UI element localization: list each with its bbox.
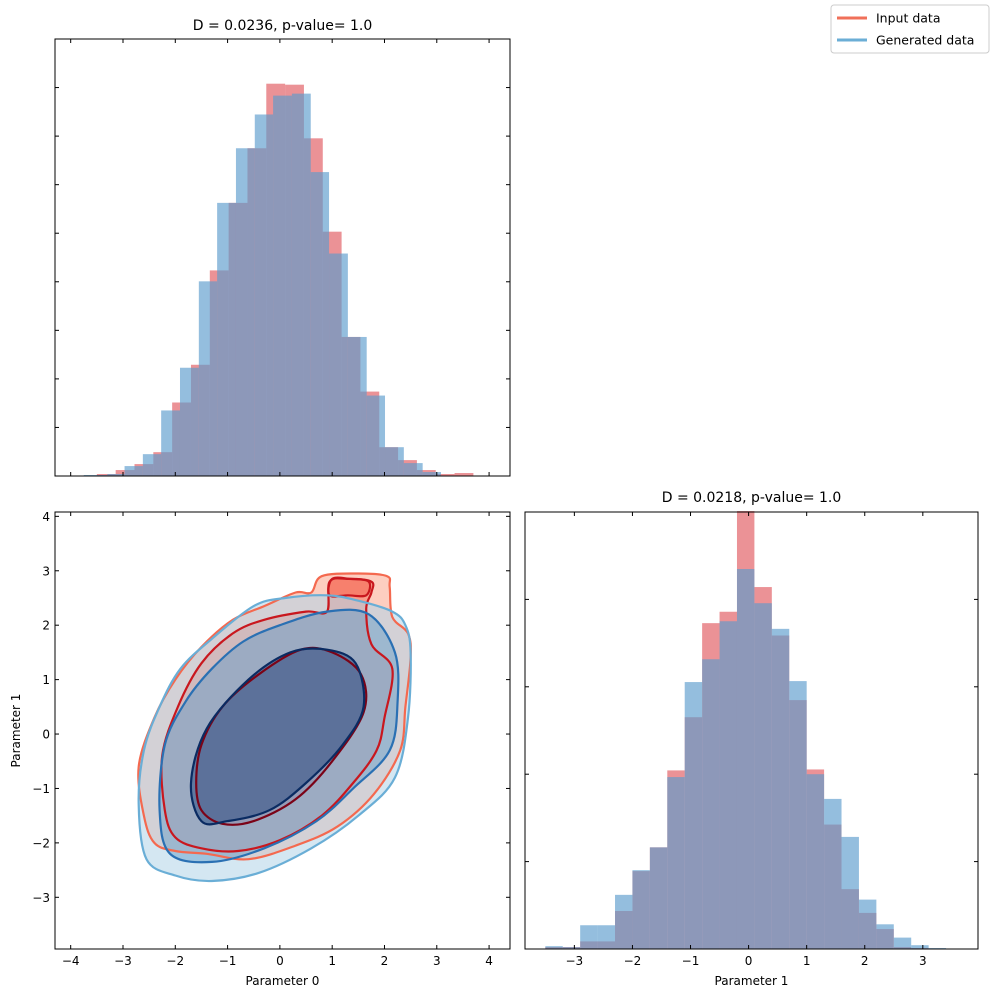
generated-bar: [580, 925, 598, 949]
generated-bar: [858, 899, 877, 949]
xtick-label: −1: [219, 954, 237, 968]
param0-axes-frame: [54, 38, 511, 477]
ytick-label: 0: [42, 728, 50, 742]
generated-bar: [124, 466, 143, 476]
generated-bar: [142, 454, 162, 476]
legend-label-input: Input data: [876, 11, 941, 26]
xtick-label: 2: [861, 954, 869, 968]
param1-histogram-panel: D = 0.0218, p-value= 1.0 −3 −2 −1 0 1 2 3 Para…: [524, 490, 979, 988]
generated-bar: [329, 253, 348, 476]
generated-bar: [649, 847, 668, 949]
generated-bar: [667, 777, 685, 949]
ytick-label: 1: [42, 673, 50, 687]
ytick-label: 4: [42, 510, 50, 524]
param0-generated-bars: [83, 93, 441, 477]
generated-bar: [632, 870, 650, 949]
generated-bar: [876, 924, 894, 949]
xtick-label: 2: [381, 954, 389, 968]
generated-bar: [235, 148, 255, 476]
input-contour-line-3: [327, 576, 372, 598]
ytick-label: 2: [42, 619, 50, 633]
generated-bar: [385, 447, 404, 476]
xtick-label: −4: [62, 954, 80, 968]
generated-bar: [310, 172, 330, 476]
joint-ticks: −4 −3 −2 −1 0 1 2 3 4 −3 −2 −1 0 1 2 3 4: [32, 510, 510, 968]
generated-bar: [806, 774, 825, 949]
generated-contour-line-2: [189, 647, 366, 826]
generated-bar: [789, 681, 807, 949]
xtick-label: −2: [624, 954, 642, 968]
xtick-label: 1: [328, 954, 336, 968]
ytick-label: 3: [42, 564, 50, 578]
generated-bar: [217, 202, 236, 476]
xtick-label: −2: [166, 954, 184, 968]
ytick-label: −1: [32, 782, 50, 796]
legend-label-generated: Generated data: [876, 33, 974, 48]
generated-bar: [291, 93, 311, 476]
joint-contour-panel: −4 −3 −2 −1 0 1 2 3 4 −3 −2 −1 0 1 2 3 4 Parameter 0 Par…: [9, 510, 511, 988]
generated-bar: [107, 474, 125, 476]
param0-histogram-title: D = 0.0236, p-value= 1.0: [193, 18, 373, 34]
generated-bar: [198, 281, 218, 476]
generated-bar: [545, 946, 563, 949]
input-contour-line-1: [160, 577, 394, 853]
generated-contour-line-1: [158, 608, 400, 864]
legend-box: [830, 4, 990, 54]
xtick-label: −3: [566, 954, 584, 968]
param1-generated-bars: [545, 569, 947, 949]
generated-bar: [615, 894, 633, 949]
input-bar: [435, 474, 455, 476]
generated-contour-level-0: [138, 595, 411, 882]
generated-bar: [771, 628, 790, 949]
generated-contour-line-0: [137, 594, 412, 883]
param0-histogram-panel: D = 0.0236, p-value= 1.0: [54, 18, 511, 477]
joint-axes-frame: [54, 511, 511, 950]
param1-xlabel: Parameter 1: [715, 974, 789, 988]
generated-bar: [366, 395, 386, 476]
generated-bar: [161, 410, 180, 476]
xtick-label: 3: [433, 954, 441, 968]
xtick-label: −1: [682, 954, 700, 968]
generated-bar: [719, 621, 737, 949]
param1-histogram-title: D = 0.0218, p-value= 1.0: [662, 490, 842, 506]
generated-bar: [684, 682, 703, 949]
ytick-label: −2: [32, 836, 50, 850]
generated-bar: [347, 336, 367, 476]
generated-bar: [254, 114, 274, 477]
generated-bar: [179, 367, 199, 476]
legend: Input data Generated data: [830, 4, 990, 54]
xtick-label: 3: [919, 954, 927, 968]
joint-contours: [137, 572, 412, 883]
xtick-label: 1: [803, 954, 811, 968]
generated-bar: [702, 659, 720, 949]
xtick-label: 0: [745, 954, 753, 968]
xtick-label: 4: [485, 954, 493, 968]
xtick-label: 0: [276, 954, 284, 968]
generated-bar: [736, 569, 755, 949]
generated-bar: [824, 798, 842, 949]
generated-bar: [422, 472, 441, 476]
joint-ylabel: Parameter 1: [9, 694, 23, 768]
generated-bar: [273, 95, 292, 477]
generated-bar: [403, 463, 423, 476]
generated-bar: [754, 603, 772, 949]
xtick-label: −3: [114, 954, 132, 968]
input-bar: [454, 473, 474, 476]
generated-bar: [911, 945, 929, 949]
generated-bar: [841, 836, 859, 949]
generated-bar: [597, 925, 616, 949]
generated-bar: [562, 947, 581, 949]
generated-bar: [893, 937, 912, 949]
ytick-label: −3: [32, 891, 50, 905]
joint-xlabel: Parameter 0: [246, 974, 320, 988]
param1-axes-frame: [524, 511, 979, 950]
input-contour-level-3: [328, 577, 371, 597]
generated-contour-level-2: [190, 648, 365, 825]
